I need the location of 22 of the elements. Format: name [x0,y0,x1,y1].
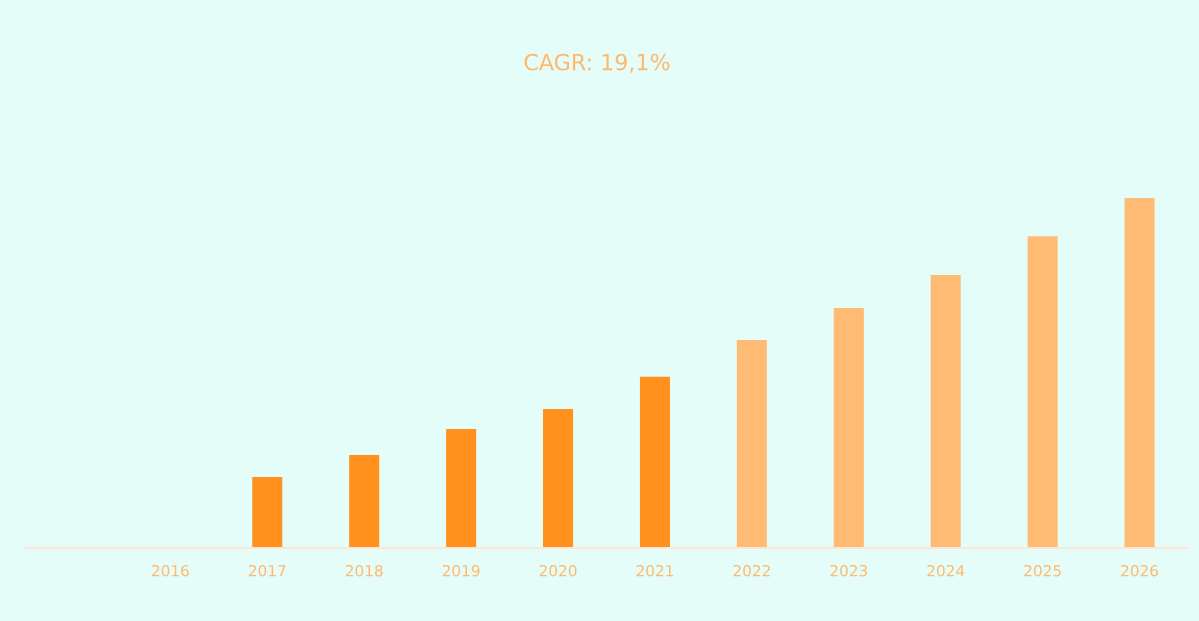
x-tick-label: 2018 [345,564,383,577]
x-tick-label: 2017 [248,564,286,577]
bar [736,340,767,548]
x-tick-label: 2020 [539,564,577,577]
x-tick-label: 2019 [442,564,480,577]
x-tick-label: 2025 [1024,564,1061,577]
bar [446,429,477,548]
x-tick-label: 2023 [830,564,868,577]
x-tick-label: 2021 [636,564,673,577]
bar [252,476,283,548]
x-tick-label: 2022 [733,564,770,577]
x-tick-label: 2026 [1121,564,1159,577]
bar [1124,198,1155,548]
bar [1027,236,1058,548]
chart-title: CAGR: 19,1% [524,53,670,73]
x-tick-label: 2016 [152,564,189,577]
bar [833,307,864,548]
bar [639,376,670,548]
bar [349,454,380,548]
bar [543,409,574,548]
bar [930,275,961,548]
x-tick-label: 2024 [927,564,965,577]
